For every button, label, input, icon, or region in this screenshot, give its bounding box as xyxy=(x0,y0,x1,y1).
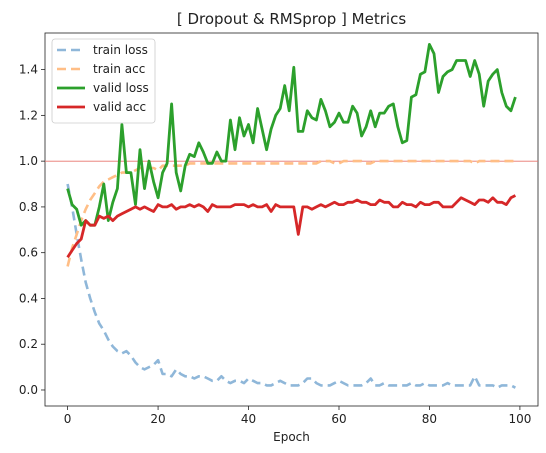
series-line-train-loss xyxy=(66,183,516,390)
y-tick-label: 1.2 xyxy=(19,108,38,122)
x-tick-label: 0 xyxy=(64,412,72,426)
x-tick-label: 40 xyxy=(241,412,256,426)
series-line-valid-loss xyxy=(66,43,517,227)
legend-label: train acc xyxy=(93,62,145,76)
legend-label: valid loss xyxy=(93,81,149,95)
y-tick-label: 0.4 xyxy=(19,291,38,305)
x-axis-label: Epoch xyxy=(273,430,310,444)
legend-label: valid acc xyxy=(93,100,146,114)
x-tick-label: 80 xyxy=(422,412,437,426)
legend-box xyxy=(51,38,156,124)
y-tick-label: 0.2 xyxy=(19,337,38,351)
plot-area xyxy=(44,32,539,407)
series-line-train-acc xyxy=(66,159,516,267)
y-tick-label: 0.8 xyxy=(19,200,38,214)
chart-title: [ Dropout & RMSprop ] Metrics xyxy=(177,10,406,28)
legend-label: train loss xyxy=(93,43,148,57)
x-tick-label: 60 xyxy=(331,412,346,426)
legend: train loss train acc valid loss valid acc xyxy=(51,38,156,124)
y-tick-label: 0.0 xyxy=(19,383,38,397)
y-axis-ticks: 0.0 0.2 0.4 0.6 0.8 1.0 1.2 1.4 xyxy=(19,63,45,397)
y-tick-label: 0.6 xyxy=(19,246,38,260)
series-layer xyxy=(66,43,517,390)
plot-frame xyxy=(44,32,539,407)
x-axis-ticks: 0 20 40 60 80 100 xyxy=(64,406,531,426)
x-tick-label: 100 xyxy=(508,412,531,426)
y-tick-label: 1.0 xyxy=(19,154,38,168)
series-line-valid-acc xyxy=(66,194,517,259)
y-tick-label: 1.4 xyxy=(19,63,38,77)
x-tick-label: 20 xyxy=(150,412,165,426)
